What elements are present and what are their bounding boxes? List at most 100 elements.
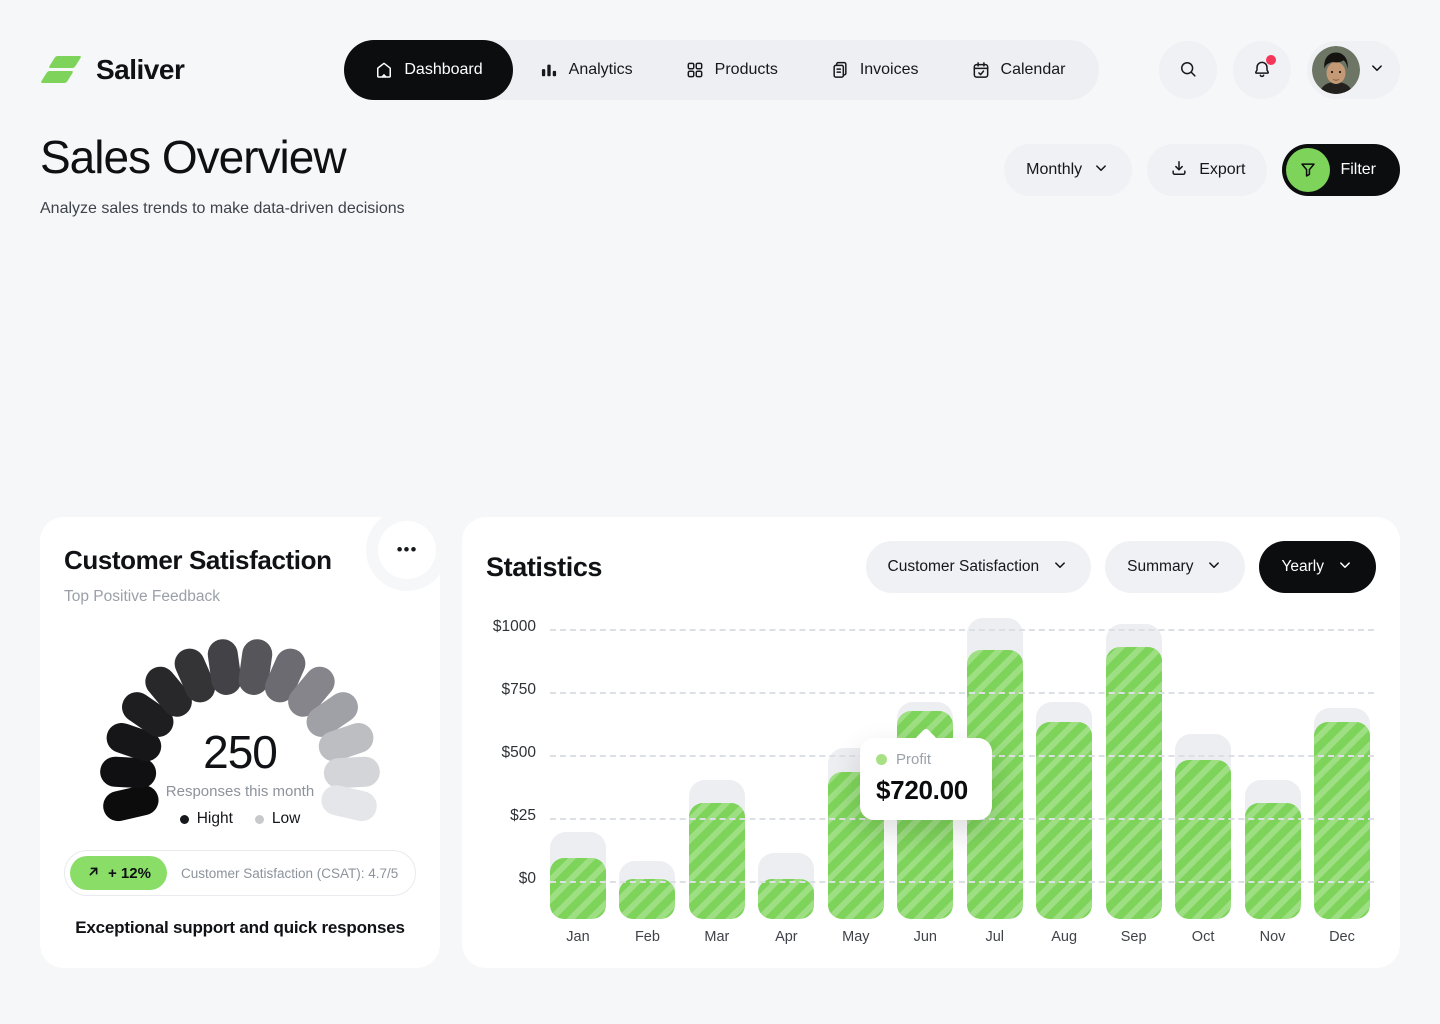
stat-filter-customer-satisfaction[interactable]: Customer Satisfaction — [866, 541, 1092, 593]
x-axis-label: Dec — [1329, 929, 1355, 945]
chart-bar-feb[interactable]: Feb — [619, 615, 675, 919]
nav-item-label: Invoices — [860, 61, 919, 79]
y-axis-tick: $1000 — [486, 618, 536, 636]
nav-item-label: Dashboard — [404, 61, 482, 79]
gridline — [550, 692, 1374, 694]
statistics-card: Statistics Customer Satisfaction Summary Y… — [462, 517, 1400, 968]
nav-item-calendar[interactable]: Calendar — [945, 40, 1092, 100]
notification-badge — [1266, 55, 1276, 65]
stat-filter-summary[interactable]: Summary — [1105, 541, 1245, 593]
nav-item-label: Calendar — [1001, 61, 1066, 79]
nav-item-invoices[interactable]: Invoices — [804, 40, 945, 100]
delta-badge: + 12% — [70, 856, 167, 890]
card-footer-text: Exceptional support and quick responses — [64, 918, 416, 938]
legend-item-hight: Hight — [180, 810, 233, 828]
period-select[interactable]: Monthly — [1004, 144, 1132, 196]
avatar — [1312, 46, 1360, 94]
arrow-up-right-icon — [86, 864, 101, 883]
x-axis-label: Nov — [1260, 929, 1286, 945]
bar-value — [689, 803, 745, 919]
chart-bar-jan[interactable]: Jan — [550, 615, 606, 919]
legend-dot-icon — [255, 815, 264, 824]
main-nav: Dashboard Analytics Products Invoices Calend… — [344, 40, 1099, 100]
card-menu-button[interactable]: ••• — [378, 521, 436, 579]
nav-item-products[interactable]: Products — [659, 40, 804, 100]
filter-label: Filter — [1340, 161, 1376, 179]
top-bar: Saliver Dashboard Analytics Products Invoic… — [0, 0, 1440, 100]
export-button[interactable]: Export — [1147, 144, 1267, 196]
chart-bar-sep[interactable]: Sep — [1106, 615, 1162, 919]
x-axis-label: Apr — [775, 929, 798, 945]
bar-chart-icon — [539, 60, 559, 80]
x-axis-label: Jan — [566, 929, 589, 945]
delta-value: + 12% — [108, 865, 151, 882]
saliver-logo-icon — [40, 50, 84, 90]
page-subtitle: Analyze sales trends to make data-driven… — [40, 200, 405, 218]
nav-item-label: Analytics — [569, 61, 633, 79]
brand-logo-link[interactable]: Saliver — [40, 50, 184, 90]
chevron-down-icon — [1051, 556, 1069, 579]
tooltip-series-label: Profit — [896, 751, 931, 768]
legend-dot-icon — [180, 815, 189, 824]
filter-value: Summary — [1127, 558, 1193, 576]
chart-bar-oct[interactable]: Oct — [1175, 615, 1231, 919]
funnel-icon — [1286, 148, 1330, 192]
calendar-icon — [971, 60, 991, 80]
bar-value — [1175, 760, 1231, 919]
x-axis-label: Jun — [914, 929, 937, 945]
page-controls: Monthly Export Filter — [1004, 144, 1400, 218]
filter-button[interactable]: Filter — [1282, 144, 1400, 196]
bar-value — [1314, 722, 1370, 919]
gridline — [550, 881, 1374, 883]
gridline — [550, 629, 1374, 631]
download-icon — [1169, 158, 1189, 183]
invoice-icon — [830, 60, 850, 80]
notifications-button[interactable] — [1233, 41, 1291, 99]
brand-name: Saliver — [96, 54, 184, 86]
x-axis-label: Jul — [985, 929, 1004, 945]
chevron-down-icon — [1092, 159, 1110, 182]
chart-tooltip: Profit $720.00 — [860, 738, 992, 820]
y-axis-tick: $750 — [486, 681, 536, 699]
csat-score-text: Customer Satisfaction (CSAT): 4.7/5 — [181, 866, 398, 881]
nav-item-dashboard[interactable]: Dashboard — [344, 40, 512, 100]
card-subtitle: Top Positive Feedback — [64, 588, 416, 606]
bar-value — [550, 858, 606, 919]
tooltip-value: $720.00 — [876, 775, 976, 806]
chart-bar-aug[interactable]: Aug — [1036, 615, 1092, 919]
chart-bar-apr[interactable]: Apr — [758, 615, 814, 919]
grid-icon — [685, 60, 705, 80]
y-axis-tick: $25 — [486, 807, 536, 825]
x-axis-label: May — [842, 929, 869, 945]
chevron-down-icon — [1368, 59, 1386, 82]
search-icon — [1178, 59, 1198, 82]
chart-bar-mar[interactable]: Mar — [689, 615, 745, 919]
chevron-down-icon — [1205, 556, 1223, 579]
page-header: Sales Overview Analyze sales trends to m… — [0, 130, 1440, 218]
home-icon — [374, 60, 394, 80]
card-title: Customer Satisfaction — [64, 545, 416, 576]
card-title: Statistics — [486, 552, 602, 583]
y-axis-tick: $500 — [486, 744, 536, 762]
bar-value — [1106, 647, 1162, 919]
customer-satisfaction-card: ••• Customer Satisfaction Top Positive F… — [40, 517, 440, 968]
bar-value — [1245, 803, 1301, 919]
profit-bar-chart: JanFebMarAprMayJunJulAugSepOctNovDec Pro… — [486, 615, 1376, 951]
bar-value — [1036, 722, 1092, 919]
x-axis-label: Oct — [1192, 929, 1215, 945]
search-button[interactable] — [1159, 41, 1217, 99]
gauge-segment — [323, 756, 380, 789]
legend-label: Hight — [197, 810, 233, 828]
satisfaction-gauge: 250 Responses this month — [88, 618, 392, 794]
sales-dashboard: Saliver Dashboard Analytics Products Invoic… — [0, 0, 1440, 1024]
user-menu[interactable] — [1307, 41, 1400, 99]
filter-value: Customer Satisfaction — [888, 558, 1040, 576]
x-axis-label: Mar — [704, 929, 729, 945]
chart-bar-dec[interactable]: Dec — [1314, 615, 1370, 919]
series-dot-icon — [876, 754, 887, 765]
y-axis-tick: $0 — [486, 870, 536, 888]
stat-filter-yearly[interactable]: Yearly — [1259, 541, 1376, 593]
chart-bar-nov[interactable]: Nov — [1245, 615, 1301, 919]
chevron-down-icon — [1336, 556, 1354, 579]
nav-item-analytics[interactable]: Analytics — [513, 40, 659, 100]
